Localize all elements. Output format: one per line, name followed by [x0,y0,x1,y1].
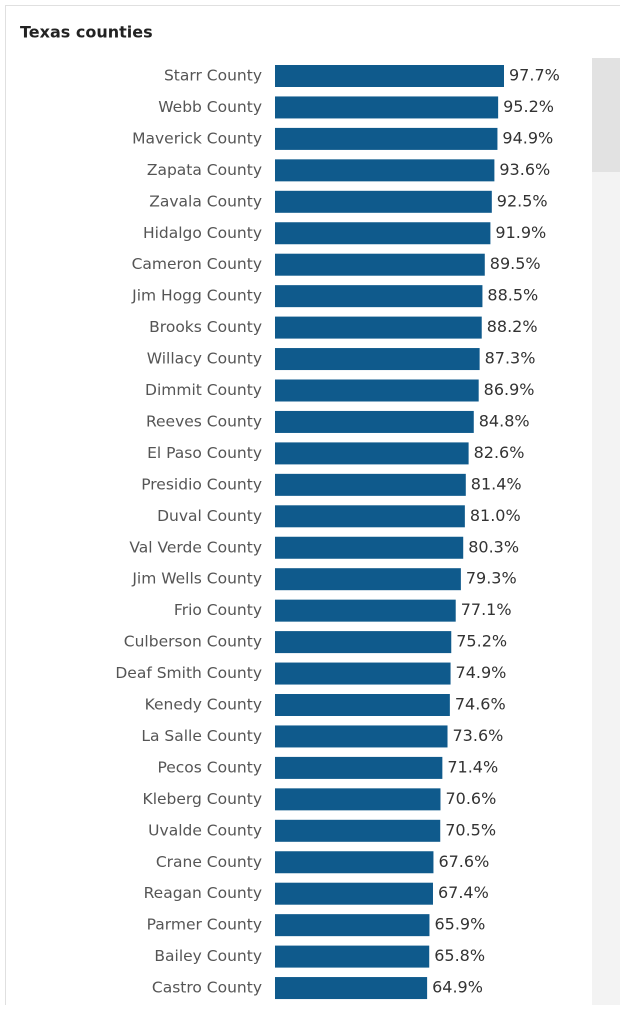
value-label: 92.5% [497,191,548,210]
bar [275,380,479,402]
bar [275,96,498,118]
bar [275,348,480,370]
category-label: El Paso County [147,444,262,462]
value-label: 88.2% [487,317,538,336]
bar [275,159,494,181]
bar [275,663,451,685]
bar [275,254,485,276]
category-label: Parmer County [147,916,262,934]
bar [275,977,427,999]
bar [275,222,490,244]
bar [275,631,451,653]
category-label: Presidio County [141,475,262,493]
category-label: Castro County [152,979,262,997]
category-label: Willacy County [147,350,262,368]
value-label: 75.2% [456,632,507,651]
bar [275,694,450,716]
value-label: 95.2% [503,97,554,116]
value-label: 89.5% [490,254,541,273]
category-label: Zavala County [149,192,262,210]
category-label: Deaf Smith County [115,664,262,682]
value-label: 79.3% [466,569,517,588]
value-label: 86.9% [484,380,535,399]
bar [275,820,440,842]
category-label: Frio County [174,601,262,619]
value-label: 70.6% [445,789,496,808]
value-label: 71.4% [447,757,498,776]
bar [275,65,504,87]
value-label: 65.8% [434,946,485,965]
scrollbar-track[interactable] [592,58,620,1005]
bar [275,411,474,433]
bar [275,317,482,339]
bar [275,600,456,622]
category-label: Pecos County [157,758,262,776]
bar [275,442,469,464]
value-label: 73.6% [453,726,504,745]
category-label: Bailey County [154,947,262,965]
scrollbar-thumb[interactable] [592,58,620,172]
category-label: Culberson County [124,633,262,651]
bar [275,568,461,590]
category-label: Jim Hogg County [131,287,262,305]
value-label: 77.1% [461,600,512,619]
value-label: 84.8% [479,411,530,430]
category-label: Kenedy County [145,696,262,714]
category-label: Val Verde County [129,538,262,556]
category-label: Zapata County [147,161,262,179]
value-label: 67.6% [438,852,489,871]
bar [275,191,492,213]
value-label: 67.4% [438,883,489,902]
category-label: Brooks County [149,318,262,336]
category-label: Crane County [156,853,262,871]
value-label: 65.9% [434,915,485,934]
bar [275,537,463,559]
category-label: Starr County [164,67,262,85]
bar [275,788,440,810]
value-label: 74.6% [455,695,506,714]
value-label: 87.3% [485,349,536,368]
bar [275,725,448,747]
value-label: 82.6% [474,443,525,462]
category-label: Dimmit County [145,381,262,399]
category-label: Maverick County [132,129,262,147]
category-label: Hidalgo County [143,224,262,242]
category-label: Reeves County [146,412,262,430]
value-label: 94.9% [502,128,553,147]
value-label: 81.4% [471,474,522,493]
value-label: 64.9% [432,978,483,997]
value-label: 70.5% [445,820,496,839]
value-label: 97.7% [509,66,560,85]
bar [275,505,465,527]
bar [275,946,429,968]
bar [275,285,482,307]
category-label: Webb County [158,98,262,116]
value-label: 80.3% [468,537,519,556]
value-label: 93.6% [499,160,550,179]
bar [275,128,497,150]
bar [275,914,429,936]
value-label: 81.0% [470,506,521,525]
category-label: Cameron County [132,255,262,273]
bar [275,474,466,496]
chart-title: Texas counties [20,23,153,42]
category-label: Reagan County [144,884,262,902]
bar [275,757,442,779]
category-label: Duval County [157,507,262,525]
value-label: 88.5% [487,286,538,305]
bar [275,883,433,905]
value-label: 91.9% [495,223,546,242]
value-label: 74.9% [456,663,507,682]
category-label: La Salle County [141,727,262,745]
category-label: Kleberg County [143,790,262,808]
bar [275,851,433,873]
category-label: Uvalde County [148,821,262,839]
category-label: Jim Wells County [131,570,262,588]
